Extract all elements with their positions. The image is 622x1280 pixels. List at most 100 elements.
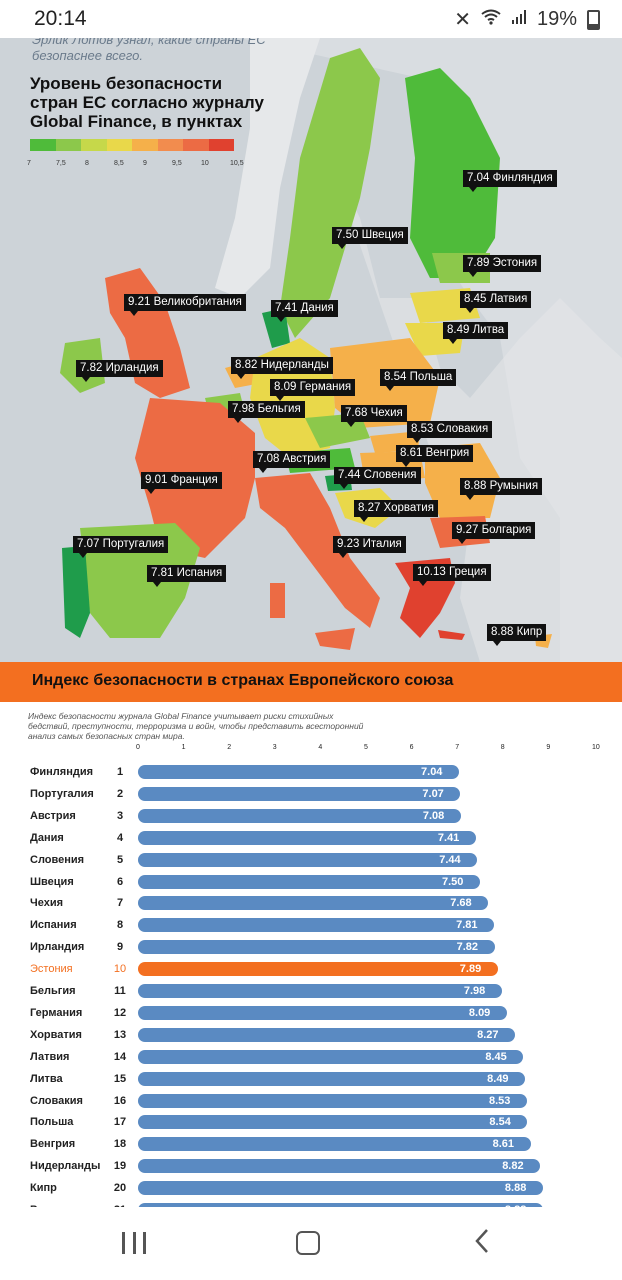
signal-icon	[511, 8, 527, 31]
index-row: Ирландия 9 7.82	[0, 938, 622, 960]
country-rank: 18	[113, 1138, 127, 1151]
score-bar	[138, 808, 461, 823]
label-denmark: 7.41 Дания	[271, 300, 338, 322]
home-icon[interactable]	[296, 1231, 320, 1255]
legend-tick: 8	[85, 160, 89, 167]
label-belgium: 7.98 Бельгия	[228, 401, 305, 423]
score-bar	[138, 1115, 528, 1130]
country-name: Бельгия	[30, 985, 76, 997]
map-title: Уровень безопасности стран ЕС согласно ж…	[30, 74, 264, 131]
score-bar	[138, 896, 489, 911]
label-sweden: 7.50 Швеция	[332, 227, 408, 249]
country-rank: 17	[113, 1116, 127, 1129]
axis-tick: 0	[136, 744, 140, 751]
legend-swatch	[81, 139, 107, 151]
country-name: Германия	[30, 1006, 83, 1019]
score-bar	[138, 786, 461, 801]
index-row: Словакия 16 8.53	[0, 1092, 622, 1114]
label-cyprus: 8.88 Кипр	[487, 624, 547, 646]
index-note: Индекс безопасности журнала Global Finan…	[28, 711, 364, 741]
score-bar	[138, 1093, 527, 1108]
legend-tick: 7	[27, 160, 31, 167]
label-bulgaria: 9.27 Болгария	[452, 522, 536, 544]
axis-tick: 7	[455, 744, 460, 751]
index-row: Испания 8 7.81	[0, 916, 622, 938]
label-romania: 8.88 Румыния	[460, 478, 543, 500]
index-row: Хорватия 13 8.27	[0, 1026, 622, 1048]
score-value: 7.98	[463, 985, 486, 997]
score-bar	[138, 765, 460, 779]
country-name: Дания	[30, 831, 64, 844]
country-rank: 4	[116, 831, 124, 844]
map-shapes	[60, 38, 622, 662]
score-value: 8.49	[487, 1072, 509, 1085]
country-name: Литва	[30, 1072, 63, 1085]
back-icon[interactable]	[474, 1227, 490, 1263]
score-value: 7.82	[456, 941, 478, 954]
label-spain: 7.81 Испания	[147, 565, 227, 587]
index-row: Бельгия 11 7.98	[0, 982, 622, 1004]
score-bar	[138, 852, 478, 867]
legend-tick: 10,5	[230, 160, 244, 167]
index-title: Индекс безопасности в странах Европейско…	[32, 672, 454, 689]
battery-percent: 19%	[536, 8, 577, 30]
index-row: Дания 4 7.41	[0, 829, 622, 851]
score-bar	[138, 830, 476, 845]
legend-swatch	[106, 139, 132, 151]
index-row: Латвия 14 8.45	[0, 1048, 622, 1070]
score-bar	[138, 1159, 541, 1174]
index-row: Швеция 6 7.50	[0, 873, 622, 895]
score-value: 7.04	[421, 766, 443, 778]
portugal-shape	[62, 546, 90, 638]
country-name: Латвия	[30, 1050, 70, 1063]
label-ireland: 7.82 Ирландия	[76, 360, 163, 382]
axis-tick: 4	[318, 744, 323, 751]
country-rank: 3	[116, 809, 124, 822]
axis-tick: 10	[592, 744, 600, 751]
uk-shape	[105, 268, 190, 398]
country-rank: 15	[113, 1072, 127, 1085]
index-row: Венгрия 18 8.61	[0, 1135, 622, 1157]
legend-tick: 9	[143, 160, 147, 167]
legend-swatch	[208, 139, 234, 151]
score-bar	[138, 1049, 524, 1064]
country-name: Испания	[30, 919, 77, 932]
score-bar	[138, 1005, 507, 1020]
label-croatia: 8.27 Хорватия	[354, 500, 438, 522]
label-netherlands: 8.82 Нидерланды	[231, 357, 333, 379]
recent-apps-icon[interactable]	[122, 1232, 146, 1254]
label-uk: 9.21 Великобритания	[124, 294, 246, 316]
score-bar	[138, 874, 480, 889]
index-row: Эстония 10 7.89	[0, 960, 622, 982]
country-rank: 1	[116, 766, 124, 778]
score-value: 8.27	[477, 1028, 499, 1041]
europe-safety-map: Эрлик Лотов узнал, какие страны ЕС безоп…	[0, 38, 622, 662]
country-rank: 8	[116, 919, 124, 932]
score-value: 7.89	[459, 963, 482, 976]
index-row: Литва 15 8.49	[0, 1070, 622, 1092]
axis-tick: 3	[272, 744, 277, 751]
country-name: Словакия	[30, 1094, 83, 1107]
label-slovenia: 7.44 Словения	[334, 467, 421, 489]
legend-swatch	[55, 139, 81, 151]
legend-tick: 10	[201, 160, 209, 167]
country-rank: 5	[116, 853, 124, 866]
label-hungary: 8.61 Венгрия	[396, 445, 474, 467]
legend-swatch	[183, 139, 209, 151]
axis-tick: 8	[500, 744, 505, 751]
country-name: Словения	[30, 853, 85, 866]
axis-tick: 6	[409, 744, 414, 751]
mute-icon: ✕	[454, 9, 471, 31]
label-czech: 7.68 Чехия	[341, 405, 407, 427]
score-value: 7.08	[422, 809, 445, 822]
label-estonia: 7.89 Эстония	[463, 255, 542, 277]
battery-icon	[587, 9, 600, 30]
country-rank: 6	[116, 875, 124, 888]
legend-swatch	[157, 139, 183, 151]
country-rank: 13	[113, 1028, 127, 1041]
country-rank: 16	[113, 1094, 127, 1107]
country-name: Венгрия	[30, 1138, 76, 1151]
score-value: 8.54	[489, 1116, 511, 1129]
score-bar	[138, 984, 502, 998]
score-value: 7.68	[450, 897, 472, 910]
